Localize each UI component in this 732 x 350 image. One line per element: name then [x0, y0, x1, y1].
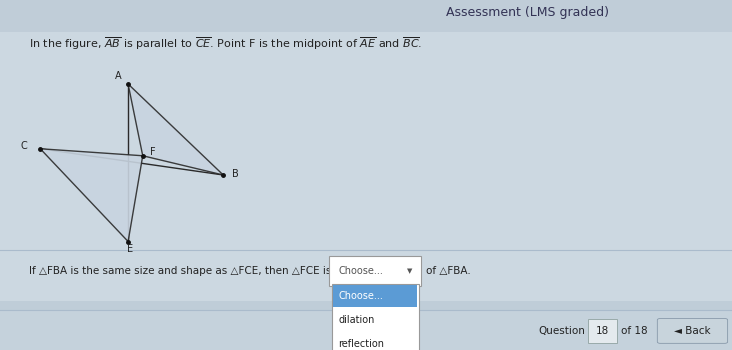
Text: reflection: reflection [338, 339, 384, 349]
Text: C: C [20, 141, 28, 151]
Text: dilation: dilation [338, 315, 375, 325]
Text: In the figure, $\overline{AB}$ is parallel to $\overline{CE}$. Point F is the mi: In the figure, $\overline{AB}$ is parall… [29, 35, 422, 52]
Text: Question: Question [538, 326, 585, 336]
Text: E: E [127, 244, 133, 254]
Text: F: F [150, 147, 156, 156]
Polygon shape [128, 84, 223, 175]
Text: Assessment (LMS graded): Assessment (LMS graded) [446, 6, 608, 19]
FancyBboxPatch shape [329, 256, 421, 286]
Text: of 18: of 18 [621, 326, 647, 336]
Text: ◄ Back: ◄ Back [674, 326, 711, 336]
FancyBboxPatch shape [333, 285, 417, 307]
Text: B: B [231, 169, 239, 178]
Text: Choose...: Choose... [339, 266, 384, 276]
Text: ▼: ▼ [407, 268, 413, 274]
FancyBboxPatch shape [332, 284, 419, 350]
Text: Choose...: Choose... [338, 291, 383, 301]
Polygon shape [40, 149, 143, 242]
Text: If △FBA is the same size and shape as △FCE, then △FCE is a: If △FBA is the same size and shape as △F… [29, 266, 341, 276]
Text: A: A [115, 71, 122, 81]
FancyBboxPatch shape [0, 310, 732, 350]
Text: of △FBA.: of △FBA. [426, 266, 471, 276]
FancyBboxPatch shape [0, 32, 732, 301]
FancyBboxPatch shape [588, 319, 617, 343]
Text: 18: 18 [596, 326, 609, 336]
FancyBboxPatch shape [0, 0, 732, 32]
FancyBboxPatch shape [657, 318, 728, 343]
